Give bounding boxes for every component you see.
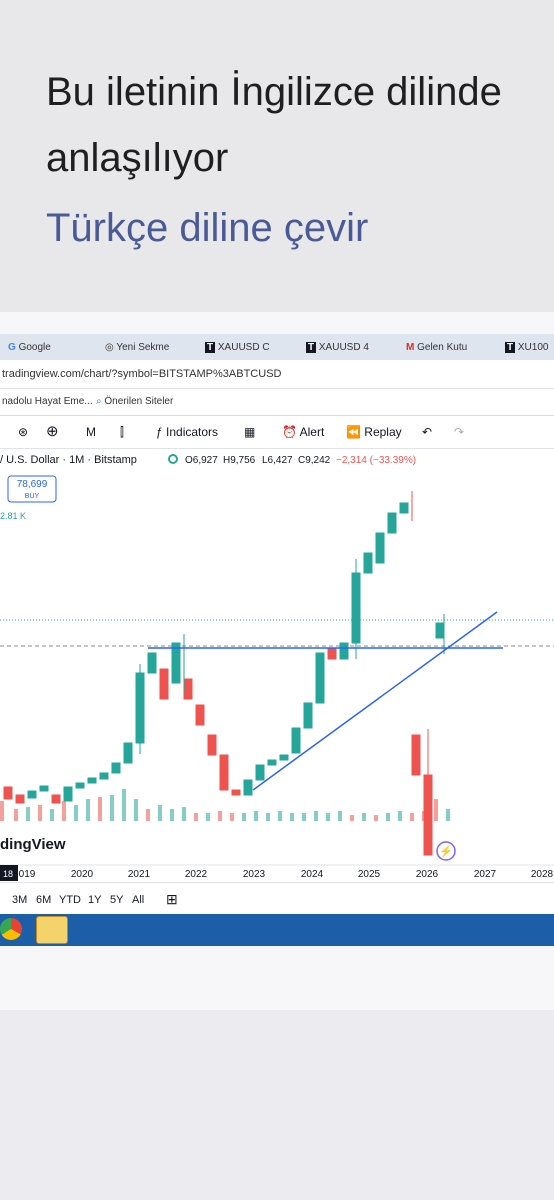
translation-notice: anlaşılıyor — [46, 136, 229, 180]
status-dot — [168, 454, 178, 464]
volume-bars — [0, 789, 450, 821]
icon[interactable]: ⫿ — [120, 425, 124, 439]
tab-title: XAUUSD C — [217, 342, 270, 353]
lightning-icon[interactable] — [436, 841, 456, 861]
price-label: 2.81 K — [0, 511, 26, 521]
tab-title: Yeni Sekme — [116, 342, 170, 353]
taskbar — [0, 914, 554, 946]
tab[interactable]: M Gelen Kutu — [406, 342, 468, 353]
date-range-icon[interactable]: ⊞ — [166, 891, 178, 907]
x-axis-label: 2026 — [416, 869, 439, 880]
tab-title: Google — [18, 342, 51, 353]
spacer — [0, 946, 554, 1010]
x-axis-label: 2023 — [243, 869, 266, 880]
icon[interactable]: ⊕ — [46, 423, 59, 440]
timeframe-bar: 3M 6M YTD 1Y 5Y All ⊞ — [0, 882, 554, 917]
price-chart: / U.S. Dollar · 1M · Bitstamp O6,927 H9,… — [0, 454, 554, 881]
browser-tabs: G Google ◎ Yeni Sekme T XAUUSD C T XAUUS… — [0, 334, 554, 360]
legend-high: H9,756 — [223, 455, 256, 466]
bookmark[interactable]: nadolu Hayat Eme... — [2, 396, 93, 407]
x-axis-label: 2024 — [301, 869, 324, 880]
x-axis-label: 2025 — [358, 869, 381, 880]
timeframe[interactable]: All — [132, 894, 145, 906]
chrome-icon[interactable] — [0, 918, 22, 940]
bookmark-title: Önerilen Siteler — [104, 396, 174, 407]
url: tradingview.com/chart/?symbol=BITSTAMP%3… — [2, 368, 282, 380]
timeframe[interactable]: 3M — [12, 894, 28, 906]
bookmark[interactable]: ⌕ Önerilen Siteler — [96, 396, 174, 407]
alert-button[interactable]: ⏰ Alert — [282, 425, 325, 439]
legend-close: C9,242 — [298, 455, 331, 466]
screenshot-photo: G Google ◎ Yeni Sekme T XAUUSD C T XAUUS… — [0, 334, 554, 946]
buy-button[interactable] — [7, 475, 57, 503]
label: Alert — [299, 425, 325, 439]
post-header: Bu iletinin İngilizce dilinde anlaşılıyo… — [0, 0, 554, 312]
tab-title: XU100 — [517, 342, 549, 353]
x-axis-label: 2027 — [474, 869, 497, 880]
legend-low: L6,427 — [262, 455, 293, 466]
bookmarks-bar: nadolu Hayat Eme... ⌕ Önerilen Siteler — [0, 389, 554, 416]
corner-box — [0, 865, 18, 881]
timeframe[interactable]: 1Y — [88, 894, 102, 906]
candles — [3, 491, 445, 856]
icon[interactable]: ▦ — [244, 425, 256, 439]
tab[interactable]: T XAUUSD C — [205, 342, 270, 353]
tab[interactable]: ◎ Yeni Sekme — [105, 342, 170, 353]
x-axis-label: 2022 — [185, 869, 208, 880]
interval[interactable]: M — [86, 425, 96, 439]
translate-link[interactable]: Türkçe diline çevir — [46, 206, 369, 250]
tab[interactable]: T XU100 — [505, 342, 549, 353]
timeframe[interactable]: YTD — [59, 894, 81, 906]
corner-label: 18 — [3, 869, 13, 879]
watermark: dingView — [0, 836, 66, 853]
x-axis-label: 2020 — [71, 869, 94, 880]
icon[interactable]: ⊛ — [18, 425, 29, 439]
tab-title: Gelen Kutu — [417, 342, 468, 353]
x-axis-label: 2028 — [531, 869, 554, 880]
undo[interactable]: ↶ — [422, 425, 433, 439]
redo[interactable]: ↷ — [454, 425, 465, 439]
tab[interactable]: G Google — [8, 342, 51, 353]
label: Indicators — [166, 425, 219, 439]
indicators-button[interactable]: ƒ Indicators — [156, 425, 219, 439]
replay-button[interactable]: ⏪ Replay — [346, 425, 402, 439]
buy-label: BUY — [25, 493, 40, 500]
translation-notice: Bu iletinin İngilizce dilinde — [46, 70, 502, 114]
chart-toolbar: ⊛ ⊕ M ⫿ ƒ Indicators ▦ ⏰ Alert ⏪ Replay … — [0, 416, 554, 449]
timeframe[interactable]: 6M — [36, 894, 52, 906]
rising-trendline — [252, 611, 498, 791]
x-axis-label: 019 — [19, 869, 36, 880]
legend-symbol: / U.S. Dollar · 1M · Bitstamp — [0, 454, 137, 466]
label: Replay — [364, 425, 402, 439]
app-icon[interactable] — [36, 916, 68, 944]
legend-open: O6,927 — [185, 455, 218, 466]
buy-price: 78,699 — [17, 479, 48, 490]
icon-glyph: ⚡ — [439, 845, 453, 858]
address-bar[interactable]: tradingview.com/chart/?symbol=BITSTAMP%3… — [0, 360, 554, 389]
tab[interactable]: T XAUUSD 4 — [306, 342, 369, 353]
timeframe[interactable]: 5Y — [110, 894, 124, 906]
x-axis-label: 2021 — [128, 869, 151, 880]
spacer — [0, 312, 554, 334]
legend-change: −2,314 (−33.39%) — [336, 455, 416, 466]
tab-title: XAUUSD 4 — [318, 342, 369, 353]
